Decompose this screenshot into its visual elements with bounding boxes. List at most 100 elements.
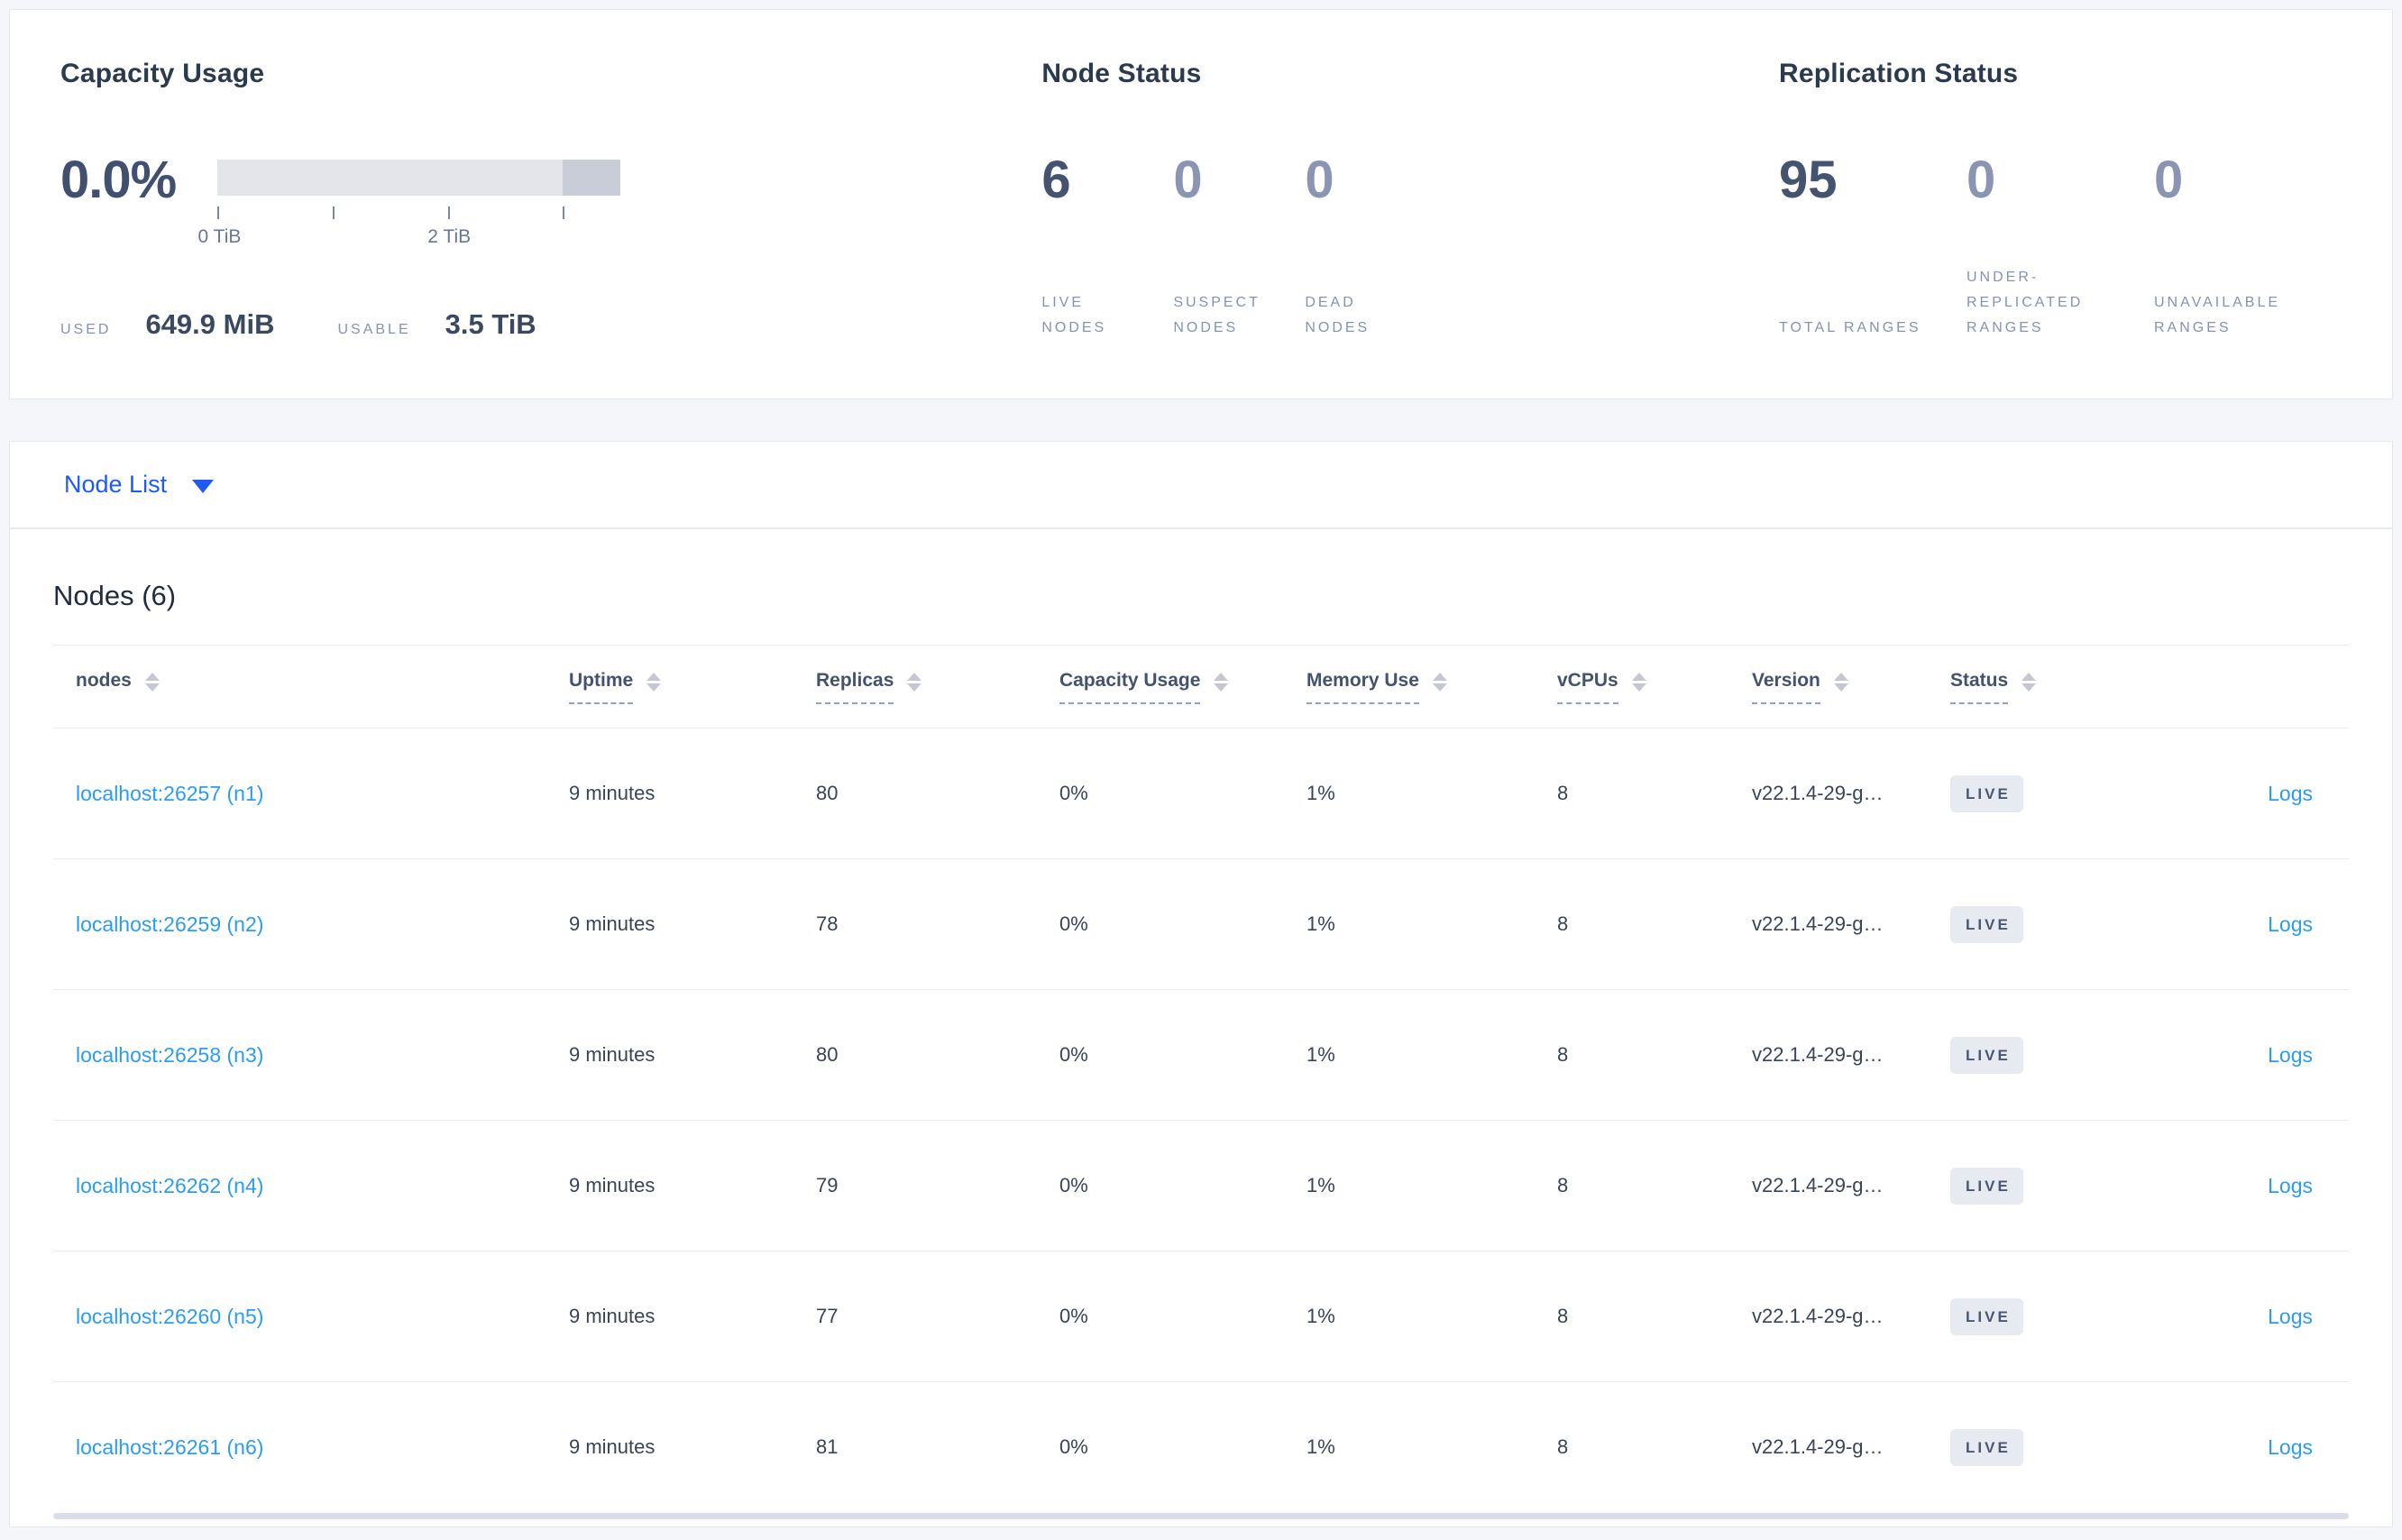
sort-icon bbox=[2022, 673, 2037, 692]
table-row: localhost:26261 (n6) 9 minutes 81 0% 1% … bbox=[53, 1382, 2349, 1513]
stat-label: LIVE NODES bbox=[1041, 295, 1107, 335]
capacity-cell: 0% bbox=[1059, 1120, 1306, 1251]
total-ranges-stat: 95 TOTAL RANGES bbox=[1779, 154, 1967, 341]
node-list-dropdown[interactable]: Node List bbox=[64, 471, 215, 499]
memory-cell: 1% bbox=[1306, 1435, 1335, 1459]
node-status-title: Node Status bbox=[1041, 59, 1202, 88]
capacity-axis: 0 TiB 2 TiB bbox=[198, 196, 620, 250]
stat-label: DEAD NODES bbox=[1305, 295, 1371, 335]
nodes-heading: Nodes (6) bbox=[53, 580, 177, 611]
node-link[interactable]: localhost:26259 (n2) bbox=[76, 912, 264, 936]
sort-icon bbox=[1631, 673, 1646, 692]
node-link[interactable]: localhost:26260 (n5) bbox=[76, 1304, 264, 1328]
memory-cell: 1% bbox=[1306, 1251, 1557, 1382]
version-cell: v22.1.4-29-g… bbox=[1752, 728, 1950, 859]
column-header-memory-use[interactable]: Memory Use bbox=[1306, 645, 1557, 729]
table-row: localhost:26258 (n3) 9 minutes 80 0% 1% … bbox=[53, 989, 2349, 1121]
stat-value: 0 bbox=[2154, 151, 2184, 209]
version-cell: v22.1.4-29-g… bbox=[1752, 989, 1950, 1121]
capacity-gauge: 0.0% 0 TiB 2 TiB bbox=[60, 154, 1041, 250]
suspect-nodes-stat: 0 SUSPECT NODES bbox=[1173, 154, 1305, 341]
capacity-cell: 0% bbox=[1059, 1435, 1088, 1459]
vcpus-cell: 8 bbox=[1557, 1251, 1752, 1382]
vcpus-cell: 8 bbox=[1557, 989, 1752, 1121]
replicas-cell: 80 bbox=[816, 728, 1059, 859]
version-cell: v22.1.4-29-g… bbox=[1752, 1435, 1884, 1459]
stat-label: UNAVAILABLE RANGES bbox=[2154, 295, 2281, 335]
node-link[interactable]: localhost:26261 (n6) bbox=[76, 1435, 264, 1459]
replicas-cell: 79 bbox=[816, 1120, 1059, 1251]
uptime-cell: 9 minutes bbox=[569, 858, 816, 990]
column-header-version[interactable]: Version bbox=[1752, 645, 1950, 729]
node-status-card: Node Status 6 LIVE NODES 0 SUSPECT NODES… bbox=[1041, 59, 1779, 348]
replicas-cell: 81 bbox=[816, 1435, 839, 1459]
stat-value: 0 bbox=[1305, 151, 1334, 209]
sort-icon bbox=[1214, 673, 1229, 692]
horizontal-scrollbar[interactable] bbox=[53, 1512, 2349, 1519]
uptime-cell: 9 minutes bbox=[569, 1251, 816, 1382]
stat-value: 0 bbox=[1173, 151, 1203, 209]
status-badge: LIVE bbox=[1950, 1167, 2023, 1205]
table-row: localhost:26259 (n2) 9 minutes 78 0% 1% … bbox=[53, 858, 2349, 990]
column-header-status[interactable]: Status bbox=[1950, 645, 2154, 729]
logs-link[interactable]: Logs bbox=[2268, 1042, 2313, 1067]
node-status-body: 6 LIVE NODES 0 SUSPECT NODES 0 DEAD NODE… bbox=[1041, 154, 1779, 341]
node-list-dropdown-label: Node List bbox=[64, 471, 168, 498]
stat-value: 0 bbox=[1967, 151, 1996, 209]
vcpus-cell: 8 bbox=[1557, 858, 1752, 990]
logs-link[interactable]: Logs bbox=[2268, 912, 2313, 936]
logs-link[interactable]: Logs bbox=[2268, 1435, 2313, 1459]
replicas-cell: 78 bbox=[816, 858, 1059, 990]
column-header-replicas[interactable]: Replicas bbox=[816, 645, 1059, 729]
view-selector-bar: Node List bbox=[9, 441, 2393, 528]
memory-cell: 1% bbox=[1306, 1120, 1557, 1251]
axis-tick bbox=[217, 206, 220, 219]
status-badge: LIVE bbox=[1950, 905, 2023, 943]
capacity-usage-body: 0.0% 0 TiB 2 TiB bbox=[60, 154, 1041, 341]
uptime-cell: 9 minutes bbox=[569, 728, 816, 859]
column-header-capacity-usage[interactable]: Capacity Usage bbox=[1059, 645, 1306, 729]
stat-value: 95 bbox=[1779, 151, 1838, 209]
node-link[interactable]: localhost:26262 (n4) bbox=[76, 1173, 264, 1197]
uptime-cell: 9 minutes bbox=[569, 1120, 816, 1251]
logs-link[interactable]: Logs bbox=[2268, 1173, 2313, 1197]
column-header-logs bbox=[2154, 645, 2349, 729]
node-link[interactable]: localhost:26258 (n3) bbox=[76, 1042, 264, 1067]
vcpus-cell: 8 bbox=[1557, 1120, 1752, 1251]
cluster-summary-card: Capacity Usage 0.0% 0 TiB bbox=[9, 9, 2393, 399]
nodes-table: nodes Uptime Replicas bbox=[53, 645, 2349, 1513]
replication-status-body: 95 TOTAL RANGES 0 UNDER-REPLICATED RANGE… bbox=[1779, 154, 2342, 341]
capacity-cell: 0% bbox=[1059, 728, 1306, 859]
replicas-cell: 77 bbox=[816, 1251, 1059, 1382]
caret-down-icon bbox=[192, 480, 215, 493]
sort-icon bbox=[1432, 673, 1447, 692]
uptime-cell: 9 minutes bbox=[569, 1435, 656, 1459]
table-row: localhost:26257 (n1) 9 minutes 80 0% 1% … bbox=[53, 728, 2349, 859]
vcpus-cell: 8 bbox=[1557, 1435, 1569, 1459]
logs-link[interactable]: Logs bbox=[2268, 781, 2313, 805]
status-badge: LIVE bbox=[1950, 1297, 2023, 1335]
sort-icon bbox=[1833, 673, 1848, 692]
node-link[interactable]: localhost:26257 (n1) bbox=[76, 781, 264, 805]
axis-tick-label: 0 TiB bbox=[197, 226, 242, 247]
version-cell: v22.1.4-29-g… bbox=[1752, 858, 1950, 990]
table-row: localhost:26260 (n5) 9 minutes 77 0% 1% … bbox=[53, 1251, 2349, 1382]
column-header-vcpus[interactable]: vCPUs bbox=[1557, 645, 1752, 729]
column-header-uptime[interactable]: Uptime bbox=[569, 645, 816, 729]
stat-label: SUSPECT NODES bbox=[1173, 295, 1261, 335]
capacity-cell: 0% bbox=[1059, 989, 1306, 1121]
replication-status-title: Replication Status bbox=[1779, 59, 2019, 88]
table-row: localhost:26262 (n4) 9 minutes 79 0% 1% … bbox=[53, 1120, 2349, 1251]
dead-nodes-stat: 0 DEAD NODES bbox=[1305, 154, 1436, 341]
capacity-used-percent: 0.0% bbox=[60, 151, 177, 209]
capacity-usage-card: Capacity Usage 0.0% 0 TiB bbox=[60, 59, 1041, 348]
sort-icon bbox=[144, 673, 160, 692]
column-header-nodes[interactable]: nodes bbox=[53, 645, 569, 729]
logs-link[interactable]: Logs bbox=[2268, 1304, 2313, 1328]
axis-tick bbox=[563, 206, 565, 219]
uptime-cell: 9 minutes bbox=[569, 989, 816, 1121]
unavailable-ranges-stat: 0 UNAVAILABLE RANGES bbox=[2154, 154, 2342, 341]
axis-tick-label: 2 TiB bbox=[427, 226, 472, 247]
stat-label: TOTAL RANGES bbox=[1779, 320, 1921, 335]
